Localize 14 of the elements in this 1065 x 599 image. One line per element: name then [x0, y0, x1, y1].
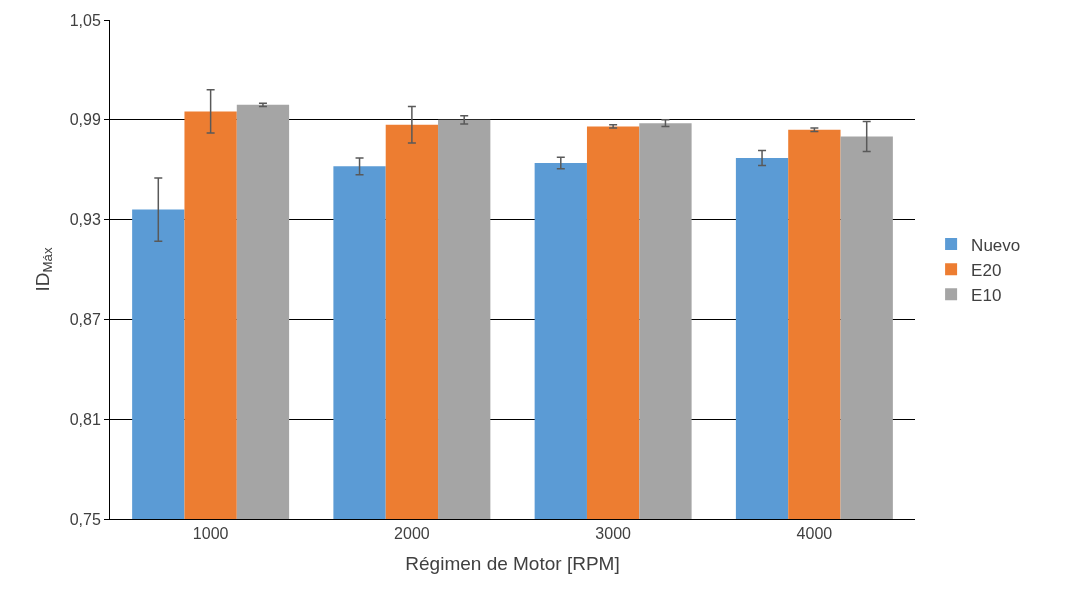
- x-tick-label: 3000: [595, 525, 632, 543]
- x-axis-title: Régimen de Motor [RPM]: [405, 553, 620, 574]
- y-tick-label: 1,05: [69, 11, 101, 29]
- x-tick-label: 1000: [192, 525, 229, 543]
- y-tick-label: 0,87: [69, 311, 101, 328]
- x-tick-label: 4000: [796, 525, 833, 543]
- y-tick-label: 0,81: [69, 410, 101, 428]
- x-tick-label: 2000: [394, 525, 430, 543]
- legend-label: Nuevo: [971, 235, 1021, 255]
- legend-label: E20: [971, 260, 1002, 280]
- y-tick-label: 0,93: [69, 211, 101, 229]
- legend-label: E10: [971, 285, 1002, 305]
- y-tick-label: 0,75: [69, 510, 101, 528]
- y-tick-label: 0,99: [69, 111, 101, 129]
